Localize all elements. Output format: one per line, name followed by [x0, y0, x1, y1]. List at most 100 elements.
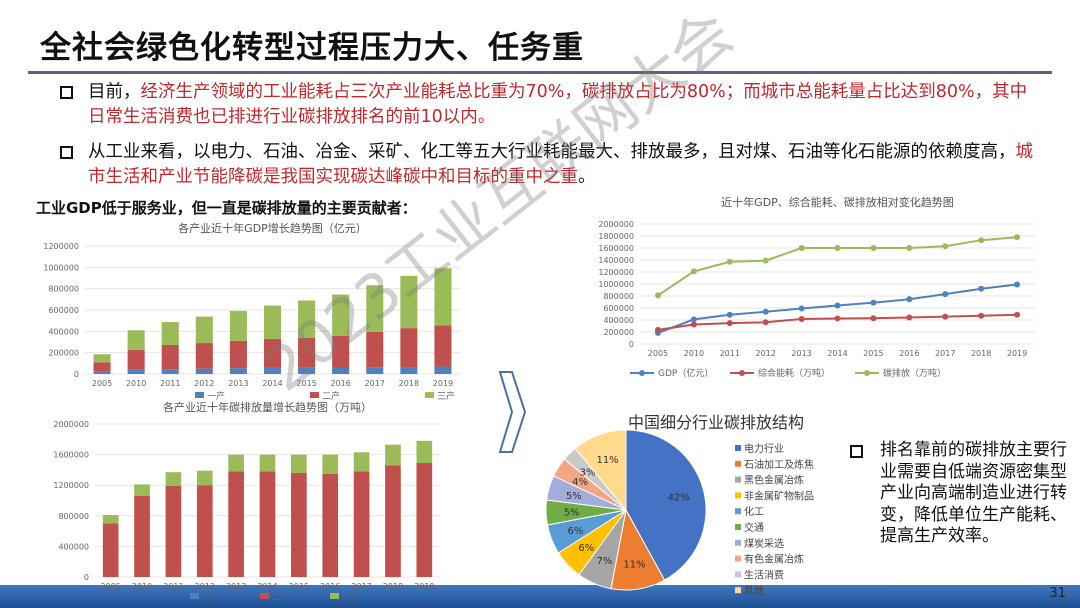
bar-segment	[259, 454, 276, 472]
y-tick-label: 1200000	[598, 268, 634, 277]
pie-data-label: 6%	[567, 526, 583, 537]
bar-segment	[291, 454, 307, 473]
legend-label: 二产	[272, 591, 290, 603]
legend-swatch	[735, 508, 741, 515]
data-point	[690, 268, 697, 275]
pie-data-label: 11%	[623, 560, 645, 571]
bar-segment	[134, 484, 150, 496]
subheading: 工业GDP低于服务业，但一直是碳排放量的主要贡献者：	[36, 199, 417, 217]
bar-segment	[353, 452, 370, 472]
y-tick-label: 800000	[48, 285, 79, 294]
bar-segment	[385, 444, 401, 466]
legend-swatch	[735, 587, 741, 594]
bullet-text: 。	[578, 167, 596, 187]
bar-segment	[434, 366, 452, 374]
bar-segment	[332, 294, 350, 336]
bar-segment	[366, 367, 384, 374]
legend-swatch	[735, 539, 741, 546]
data-point	[870, 245, 877, 251]
data-point	[654, 292, 661, 299]
legend-label: GDP（亿元）	[658, 367, 713, 379]
data-point	[942, 291, 949, 298]
page-number: 31	[1049, 586, 1066, 601]
bar-segment	[400, 275, 418, 329]
legend-swatch	[735, 492, 741, 499]
legend-swatch	[190, 593, 199, 599]
bar-segment	[291, 472, 307, 577]
bar-segment	[298, 367, 316, 374]
x-tick-label: 2018	[399, 379, 419, 388]
y-tick-label: 600000	[603, 304, 634, 313]
bar-segment	[434, 268, 452, 326]
legend-swatch	[735, 524, 741, 530]
data-point	[726, 311, 733, 318]
x-tick-label: 2016	[331, 379, 351, 388]
pie-data-label: 4%	[572, 477, 588, 488]
x-tick-label: 2014	[827, 349, 847, 358]
data-point	[798, 305, 805, 312]
data-point	[978, 237, 985, 244]
legend-label: 交通	[744, 521, 764, 534]
data-point	[798, 315, 805, 322]
legend-swatch	[735, 476, 741, 483]
square-bullet-icon	[850, 445, 863, 458]
x-tick-label: 2011	[160, 379, 180, 388]
x-tick-label: 2005	[92, 379, 112, 388]
chart-title: 中国细分行业碳排放结构	[628, 413, 804, 432]
bar-segment	[263, 305, 282, 339]
data-point	[834, 302, 841, 309]
footer-band	[0, 585, 1080, 608]
bar-segment	[127, 330, 145, 350]
bullet-text: 从工业来看，以电力、石油、冶金、采矿、化工等五大行业耗能最大、排放最多，且对煤、…	[88, 142, 1016, 162]
x-tick-label: 2005	[648, 349, 668, 358]
x-tick-label: 2014	[262, 379, 282, 388]
data-point	[762, 257, 769, 264]
bar-segment	[196, 470, 213, 486]
x-tick-label: 2019	[1007, 349, 1027, 358]
bar-segment	[161, 369, 179, 374]
data-point	[906, 245, 913, 251]
data-point	[762, 308, 769, 315]
x-tick-label: 2010	[684, 349, 704, 358]
bar-segment	[93, 371, 111, 374]
pie-data-label: 7%	[596, 556, 612, 567]
bar-segment	[127, 369, 145, 374]
x-tick-label: 2010	[126, 379, 146, 388]
data-point	[690, 321, 697, 328]
legend-label: 一产	[207, 390, 225, 402]
x-tick-label: 2017	[351, 582, 371, 591]
y-tick-label: 0	[84, 573, 89, 582]
x-tick-label: 2016	[320, 582, 340, 591]
y-tick-label: 400000	[58, 542, 89, 551]
bar-segment	[102, 515, 119, 524]
bar-segment	[228, 454, 244, 472]
square-bullet-icon	[60, 146, 73, 159]
pie-data-label: 42%	[668, 492, 690, 503]
bar-segment	[298, 337, 316, 368]
legend-label: 煤炭采选	[744, 537, 784, 550]
legend-swatch	[735, 571, 741, 578]
y-tick-label: 400000	[603, 316, 634, 325]
series-line	[657, 283, 1018, 334]
x-tick-label: 2010	[132, 582, 152, 591]
y-tick-label: 1600000	[53, 451, 89, 460]
bar-segment	[165, 485, 182, 577]
legend-marker	[639, 370, 645, 376]
data-point	[870, 299, 877, 306]
y-tick-label: 400000	[48, 327, 79, 336]
data-point	[798, 245, 805, 251]
x-tick-label: 2015	[289, 582, 309, 591]
legend-label: 三产	[437, 390, 455, 402]
x-tick-label: 2015	[863, 349, 883, 358]
x-tick-label: 2012	[194, 379, 214, 388]
y-tick-label: 1800000	[598, 232, 634, 241]
data-point	[726, 258, 733, 265]
bar-segment	[366, 285, 384, 332]
x-tick-label: 2005	[101, 582, 121, 591]
bar-segment	[102, 523, 119, 577]
legend-label: 有色金属冶炼	[744, 553, 804, 566]
bar-segment	[195, 316, 213, 344]
x-tick-label: 2016	[899, 349, 919, 358]
legend-label: 石油加工及炼焦	[744, 458, 814, 471]
bar-segment	[366, 331, 384, 368]
